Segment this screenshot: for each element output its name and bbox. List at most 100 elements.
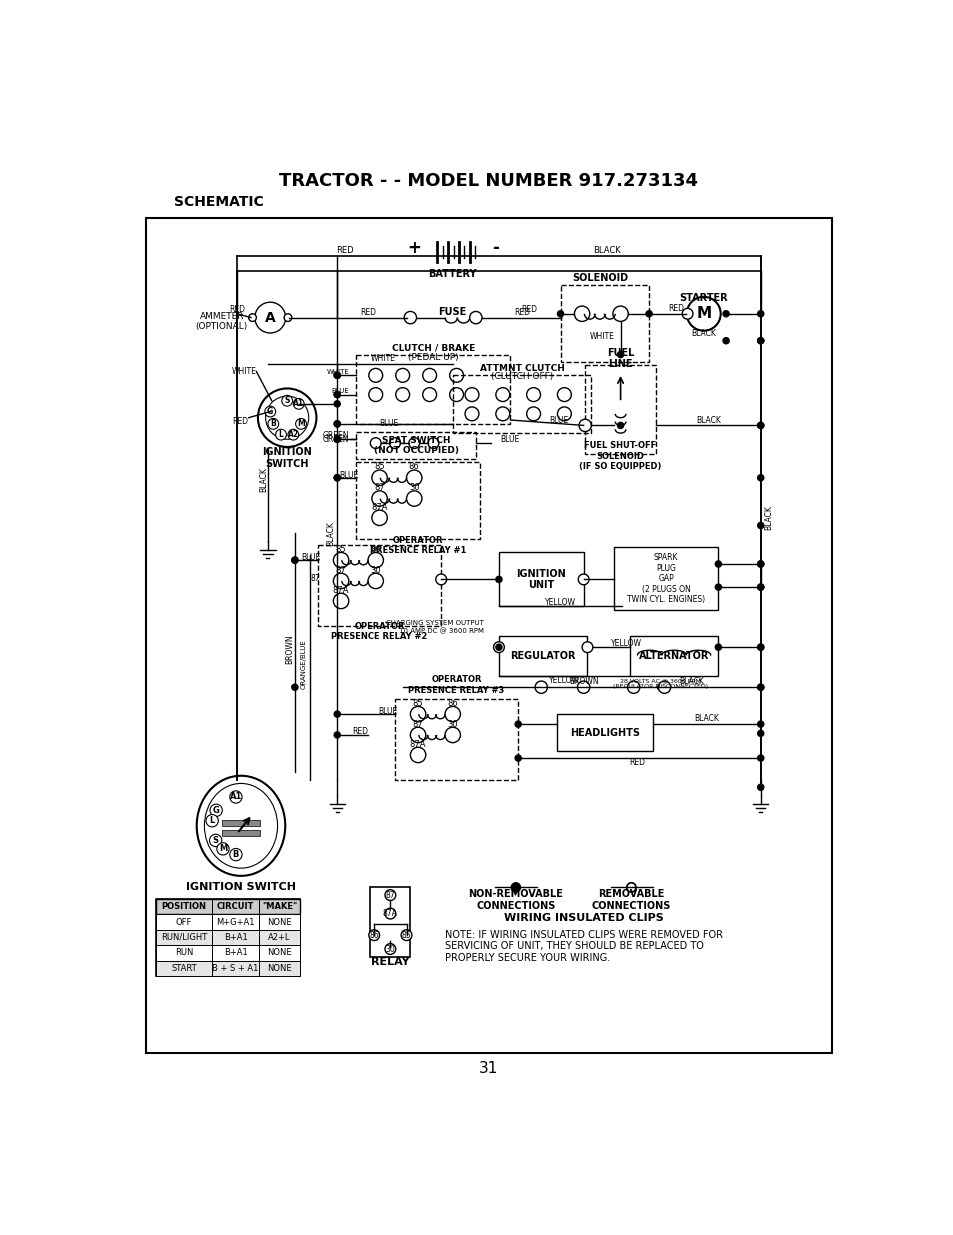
Circle shape (368, 573, 383, 589)
Text: 31: 31 (478, 1061, 498, 1076)
Circle shape (511, 883, 520, 892)
Bar (614, 547, 718, 610)
Circle shape (206, 815, 218, 827)
Circle shape (410, 727, 425, 742)
Circle shape (292, 684, 297, 690)
Text: OPERATOR
PRESENCE RELAY #3: OPERATOR PRESENCE RELAY #3 (408, 676, 504, 695)
Text: SPARK
PLUG
GAP
(2 PLUGS ON
TWIN CYL. ENGINES): SPARK PLUG GAP (2 PLUGS ON TWIN CYL. ENG… (626, 553, 704, 604)
Bar (259, 961, 299, 976)
Circle shape (406, 490, 421, 506)
Bar (453, 375, 591, 433)
Text: OFF: OFF (175, 918, 192, 926)
Circle shape (757, 522, 763, 529)
Text: B+A1: B+A1 (224, 932, 247, 942)
Text: BLACK: BLACK (592, 246, 620, 256)
Text: STARTER: STARTER (679, 294, 727, 304)
Circle shape (333, 593, 349, 609)
Text: BLUE: BLUE (301, 553, 320, 562)
Text: BLUE: BLUE (332, 388, 349, 394)
Circle shape (449, 368, 463, 383)
Text: S: S (213, 836, 218, 845)
Bar (212, 945, 259, 961)
Circle shape (686, 296, 720, 331)
Text: FUEL
LINE: FUEL LINE (606, 347, 634, 369)
Circle shape (578, 574, 588, 585)
Text: YELLOW: YELLOW (548, 676, 579, 684)
Circle shape (334, 732, 340, 739)
Text: BLUE: BLUE (379, 420, 398, 429)
Circle shape (577, 680, 589, 693)
Circle shape (410, 706, 425, 721)
Circle shape (645, 311, 652, 317)
Circle shape (292, 557, 297, 563)
Text: 86: 86 (409, 462, 419, 472)
Bar (395, 699, 517, 779)
Text: CIRCUIT: CIRCUIT (216, 902, 254, 911)
Circle shape (557, 311, 563, 317)
Circle shape (496, 577, 501, 583)
Circle shape (715, 645, 720, 651)
Text: 87A: 87A (333, 585, 349, 595)
Text: YELLOW: YELLOW (544, 598, 576, 606)
Text: RED: RED (352, 727, 368, 736)
Circle shape (265, 396, 309, 440)
Text: BLUE: BLUE (500, 435, 519, 443)
Text: NONE: NONE (267, 963, 292, 973)
Text: B: B (233, 850, 239, 860)
Circle shape (557, 388, 571, 401)
Text: (PEDAL UP): (PEDAL UP) (408, 353, 458, 362)
Circle shape (464, 406, 478, 421)
Text: A2: A2 (288, 430, 298, 440)
Text: RED: RED (521, 305, 537, 315)
Bar (156, 945, 212, 961)
Circle shape (627, 680, 639, 693)
Text: WHITE: WHITE (589, 332, 614, 341)
Text: 86: 86 (370, 545, 380, 553)
Text: AMMETER
(OPTIONAL): AMMETER (OPTIONAL) (195, 311, 248, 331)
Circle shape (757, 645, 763, 651)
Circle shape (422, 368, 436, 383)
Circle shape (400, 930, 412, 941)
Circle shape (493, 642, 504, 652)
Text: 87: 87 (311, 574, 320, 583)
Bar (221, 820, 260, 826)
Bar (317, 545, 440, 626)
Circle shape (722, 337, 728, 343)
Circle shape (626, 883, 636, 892)
Bar (560, 285, 648, 362)
Circle shape (757, 311, 763, 317)
Circle shape (334, 372, 340, 378)
Text: 86: 86 (369, 931, 378, 940)
Text: OPERATOR
PRESENCE RELAY #2: OPERATOR PRESENCE RELAY #2 (331, 622, 427, 641)
Text: BLUE: BLUE (377, 708, 396, 716)
Text: BROWN: BROWN (285, 634, 294, 663)
Text: 28 VOLTS AC @ 3600 RPM
(REGULATOR DISCONNECTED): 28 VOLTS AC @ 3600 RPM (REGULATOR DISCON… (613, 678, 707, 689)
Circle shape (617, 352, 623, 358)
Circle shape (369, 930, 379, 941)
Circle shape (385, 908, 395, 919)
Bar (370, 888, 410, 957)
Circle shape (288, 430, 298, 440)
Circle shape (574, 306, 589, 321)
Text: OPERATOR
PRESENCE RELAY #1: OPERATOR PRESENCE RELAY #1 (370, 536, 466, 556)
Bar (557, 714, 652, 751)
Text: FUEL SHUT-OFF
SOLENOID
(IF SO EQUIPPED): FUEL SHUT-OFF SOLENOID (IF SO EQUIPPED) (578, 441, 661, 471)
Circle shape (757, 730, 763, 736)
Bar (212, 899, 259, 914)
Circle shape (334, 474, 340, 480)
Circle shape (757, 721, 763, 727)
Circle shape (757, 422, 763, 429)
Text: RUN: RUN (174, 948, 193, 957)
Bar (212, 961, 259, 976)
Text: REMOVABLE
CONNECTIONS: REMOVABLE CONNECTIONS (591, 889, 670, 910)
Text: HEADLIGHTS: HEADLIGHTS (570, 727, 639, 737)
Circle shape (284, 314, 292, 321)
Circle shape (722, 311, 728, 317)
Text: RED: RED (359, 308, 375, 316)
Text: NONE: NONE (267, 948, 292, 957)
Text: BLACK: BLACK (694, 714, 719, 724)
Circle shape (681, 309, 692, 319)
Text: CHARGING SYSTEM OUTPUT
10 AMP DC @ 3600 RPM: CHARGING SYSTEM OUTPUT 10 AMP DC @ 3600 … (385, 620, 483, 634)
Text: BLACK: BLACK (763, 505, 772, 530)
Ellipse shape (196, 776, 285, 876)
